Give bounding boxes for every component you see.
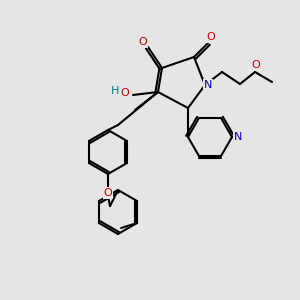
Text: N: N bbox=[204, 80, 212, 90]
Text: H: H bbox=[111, 86, 119, 96]
Text: N: N bbox=[234, 132, 242, 142]
Text: O: O bbox=[252, 60, 260, 70]
Text: O: O bbox=[207, 32, 215, 42]
Text: O: O bbox=[139, 37, 147, 47]
Text: O: O bbox=[121, 88, 129, 98]
Text: O: O bbox=[103, 188, 112, 198]
